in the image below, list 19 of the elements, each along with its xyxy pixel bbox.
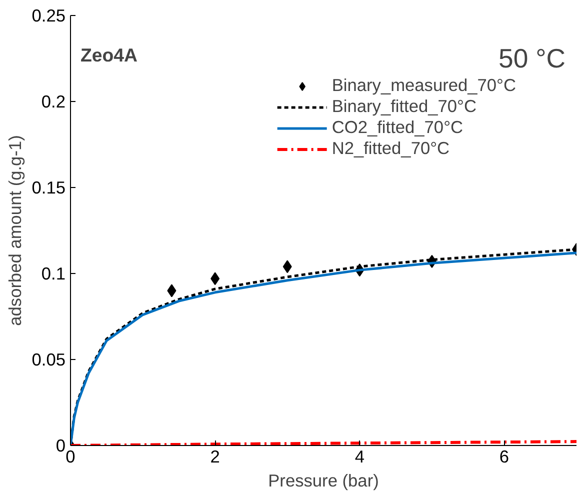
- y-tick-label: 0.1: [41, 264, 66, 284]
- legend-label: Binary_measured_70°C: [332, 75, 516, 96]
- point: [167, 284, 176, 298]
- x-tick-label: 4: [354, 446, 365, 466]
- point: [210, 272, 220, 286]
- annotation: Zeo4A: [80, 44, 138, 66]
- x-tick-label: 6: [499, 446, 510, 466]
- legend-label: N2_fitted_70°C: [332, 138, 450, 159]
- x-tick-label: 2: [210, 446, 220, 466]
- y-tick-label: 0.15: [32, 178, 66, 198]
- legend-label: CO2_fitted_70°C: [332, 117, 464, 138]
- annotation: 50 °C: [498, 44, 566, 74]
- y-tick-label: 0.05: [32, 350, 66, 370]
- y-axis-title: adsorbed amount (g.g-1): [4, 135, 25, 326]
- point: [282, 260, 292, 274]
- legend-label: Binary_fitted_70°C: [332, 96, 477, 117]
- y-tick-label: 0.25: [32, 6, 66, 26]
- x-axis-title: Pressure (bar): [268, 470, 379, 490]
- y-tick-label: 0.2: [41, 92, 66, 112]
